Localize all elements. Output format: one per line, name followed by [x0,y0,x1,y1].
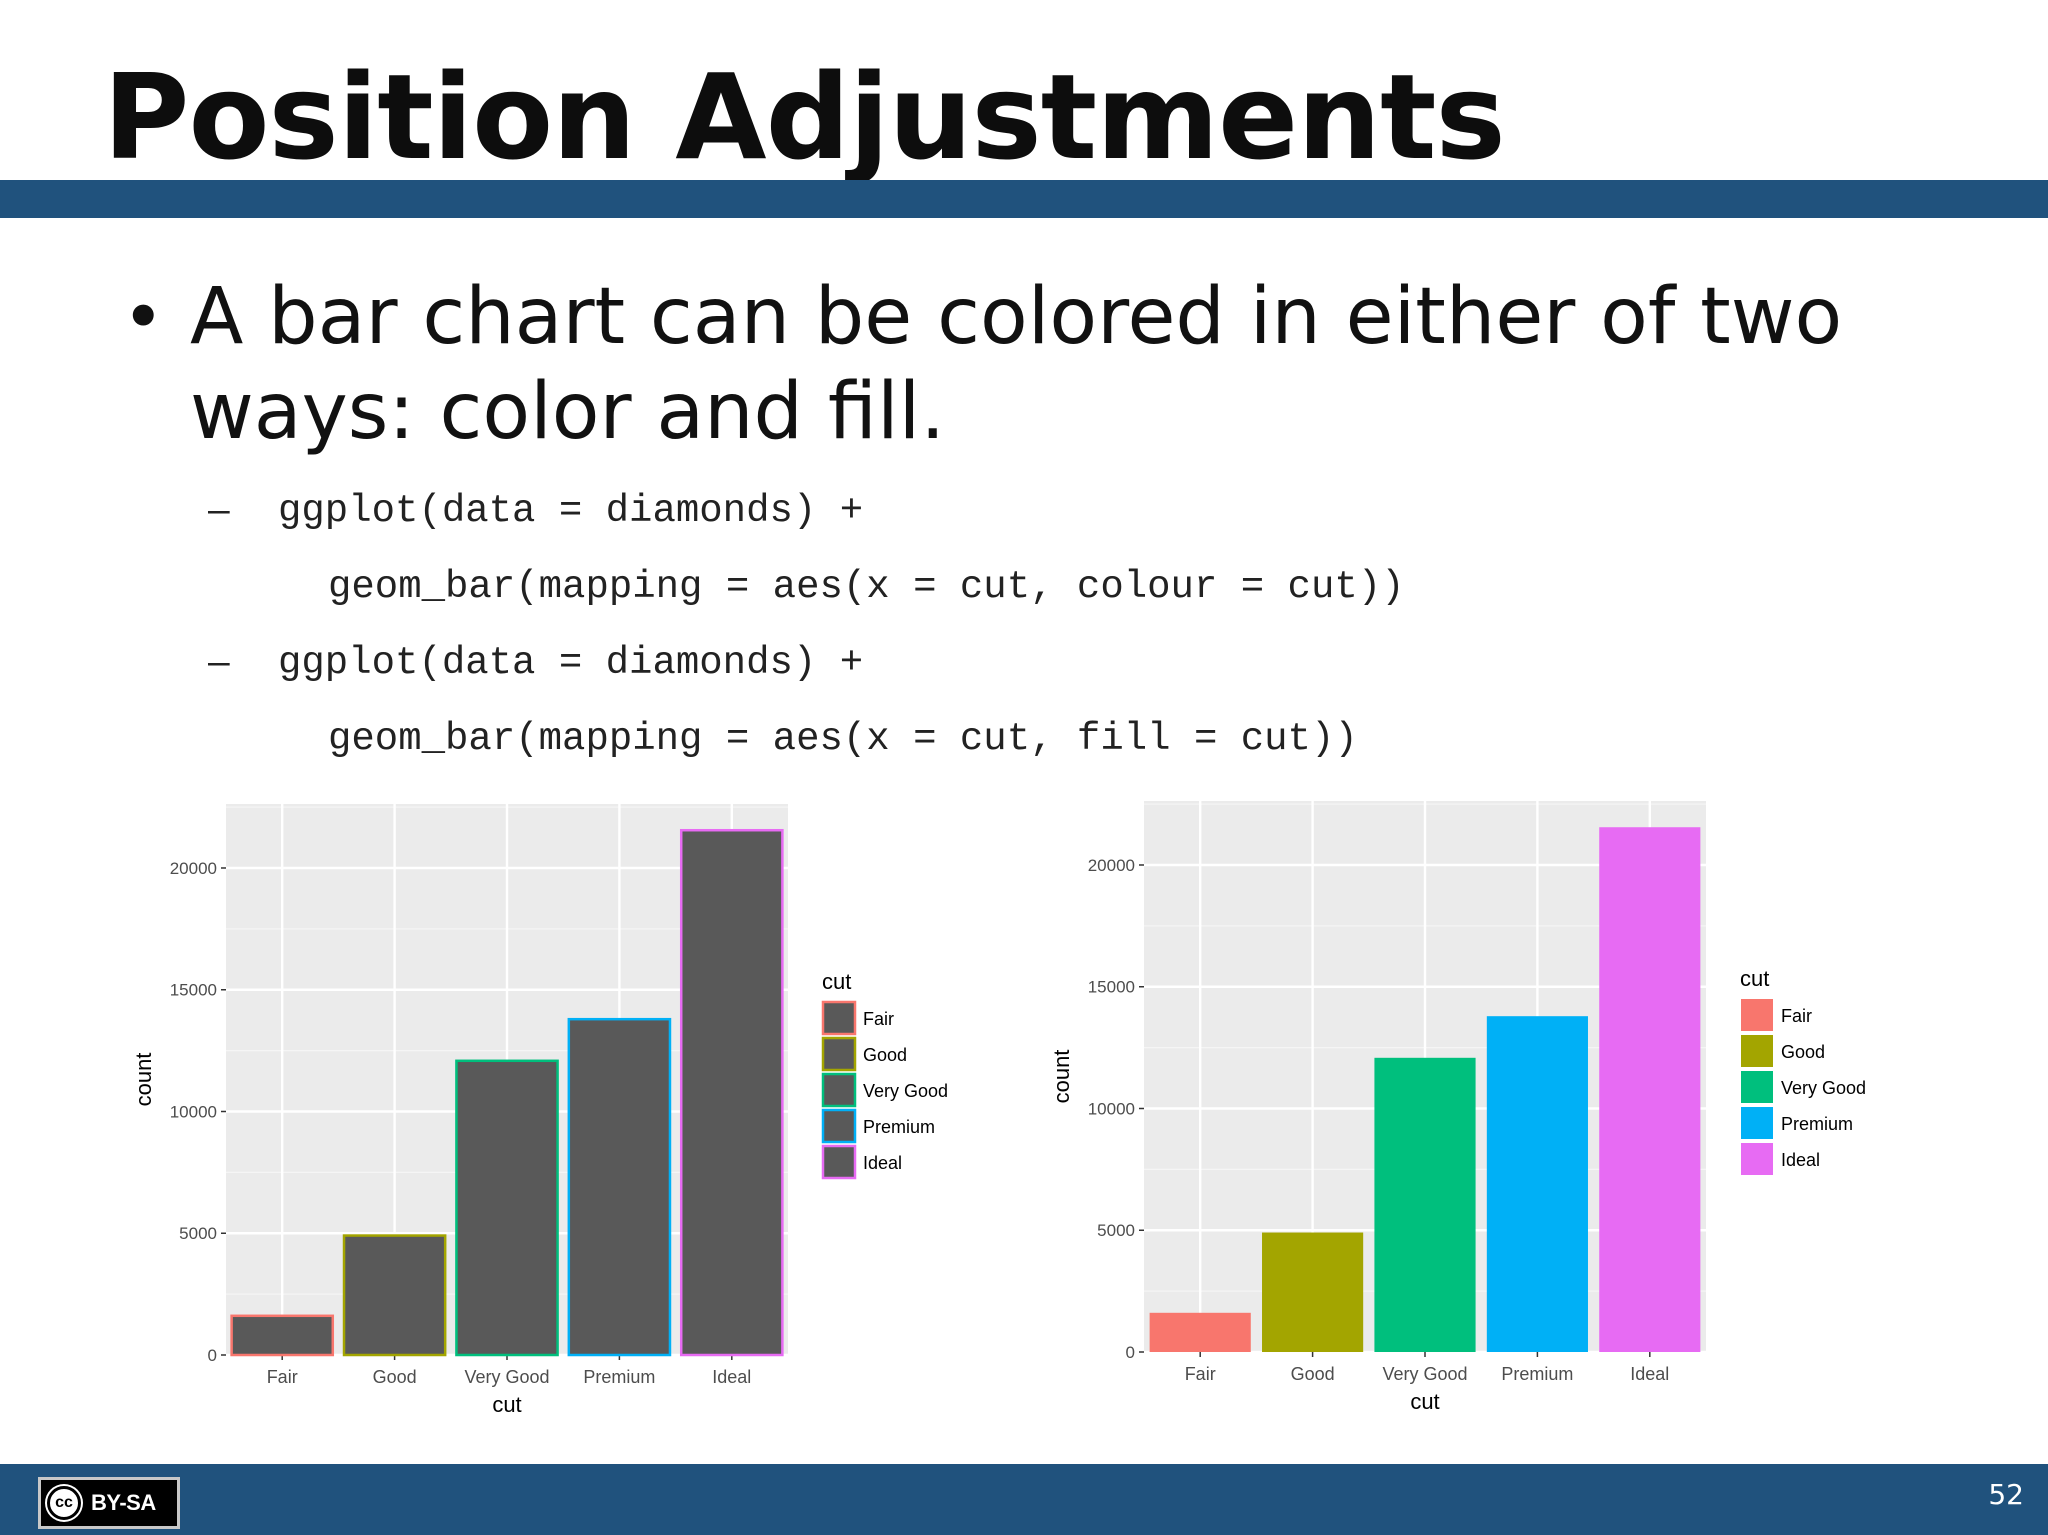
colour-bar-chart: 0 5000 10000 15000 20000 Fair Good Very Good Pre… [131,804,948,1417]
y-tick-label: 15000 [1088,978,1135,997]
legend-key-good [821,1036,857,1072]
legend-label-good: Good [863,1045,907,1065]
code-item-2-line-2: geom_bar(mapping = aes(x = cut, fill = c… [328,717,1358,761]
y-axis-title: count [1049,1050,1074,1104]
bar-very-good [1374,1057,1476,1352]
legend-label-very-good: Very Good [863,1081,948,1101]
x-tick-label-ideal: Ideal [1630,1364,1669,1384]
legend-label-premium: Premium [1781,1114,1853,1134]
x-tick-label-good: Good [1291,1364,1335,1384]
license-label: BY-SA [91,1490,156,1515]
code-item-1-dash: – [208,490,230,531]
x-tick-label-very-good: Very Good [464,1367,549,1387]
y-tick-label: 5000 [179,1224,217,1243]
legend-label-ideal: Ideal [1781,1150,1820,1170]
legend-label-very-good: Very Good [1781,1078,1866,1098]
legend-label-fair: Fair [863,1009,894,1029]
x-tick-label-fair: Fair [1185,1364,1216,1384]
x-tick-label-very-good: Very Good [1382,1364,1467,1384]
legend-key-good [1741,1035,1773,1067]
bar-fair [1149,1312,1251,1352]
page-number: 52 [1988,1478,2024,1511]
footer-bar [0,1464,2048,1535]
x-axis-title: cut [492,1392,521,1417]
bar-fair [230,1314,335,1357]
x-tick-label-ideal: Ideal [712,1367,751,1387]
legend-title: cut [822,969,851,994]
bar-ideal [1599,827,1701,1352]
bar-good [1262,1232,1364,1352]
y-tick-label: 5000 [1097,1221,1135,1240]
slide-title: Position Adjustments [103,48,1506,186]
title-underline-bar [0,180,2048,218]
x-tick-label-premium: Premium [1501,1364,1573,1384]
y-tick-label: 10000 [1088,1099,1135,1118]
y-tick-label: 0 [1126,1343,1135,1362]
legend-key-ideal [1741,1143,1773,1175]
legend-label-good: Good [1781,1042,1825,1062]
bar-premium [567,1017,672,1357]
cc-icon: cc [47,1486,81,1520]
bar-ideal [679,828,784,1357]
legend-key-ideal [821,1144,857,1180]
legend-key-very-good [821,1072,857,1108]
bar-good [342,1234,447,1357]
bar-very-good [455,1059,559,1357]
y-tick-label: 0 [208,1346,217,1365]
x-tick-label-good: Good [373,1367,417,1387]
x-axis-title: cut [1410,1389,1439,1414]
legend-label-ideal: Ideal [863,1153,902,1173]
code-item-2-line-1: ggplot(data = diamonds) + [278,641,864,685]
legend-key-premium [821,1108,857,1144]
y-tick-label: 20000 [170,859,217,878]
y-tick-label: 15000 [170,981,217,1000]
code-item-1-line-1: ggplot(data = diamonds) + [278,489,864,533]
code-item-2-dash: – [208,642,230,683]
x-tick-label-premium: Premium [583,1367,655,1387]
bullet-marker: • [122,275,165,359]
legend-title: cut [1740,966,1769,991]
legend-key-fair [1741,999,1773,1031]
x-tick-label-fair: Fair [267,1367,298,1387]
y-tick-label: 20000 [1088,856,1135,875]
bullet-text: A bar chart can be colored in either of … [190,272,1843,457]
fill-bar-chart: 0 5000 10000 15000 20000 Fair Good Very Good Pre… [1049,801,1866,1414]
y-axis-title: count [131,1053,156,1107]
legend-key-very-good [1741,1071,1773,1103]
license-badge[interactable]: cc BY-SA [38,1477,180,1529]
legend-label-premium: Premium [863,1117,935,1137]
bar-premium [1486,1016,1588,1352]
code-item-1-line-2: geom_bar(mapping = aes(x = cut, colour =… [328,565,1405,609]
legend-label-fair: Fair [1781,1006,1812,1026]
legend-key-fair [821,1000,857,1036]
y-tick-label: 10000 [170,1102,217,1121]
legend-key-premium [1741,1107,1773,1139]
